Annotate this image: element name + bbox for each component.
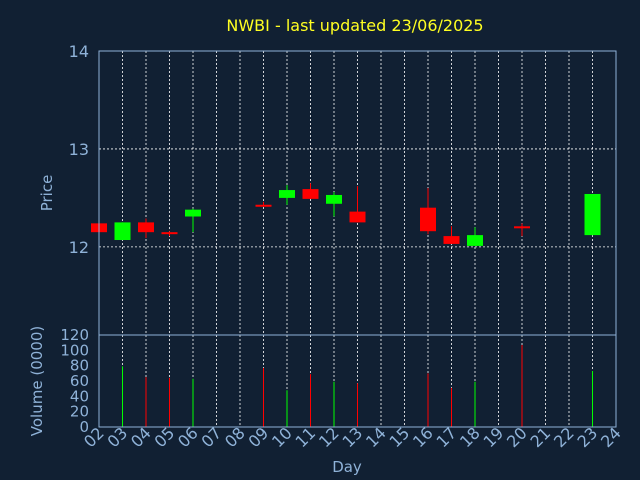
candle-body-06 (185, 209, 201, 217)
volume-tick-60: 60 (70, 372, 89, 390)
price-tick-labels: 12 13 14 (69, 42, 89, 257)
candle-body-05 (161, 232, 178, 235)
volume-tick-0: 0 (79, 418, 89, 436)
candle-body-10 (279, 190, 295, 198)
chart-title: NWBI - last updated 23/06/2025 (226, 16, 483, 35)
volume-axis-label: Volume (0000) (28, 326, 46, 436)
candle-body-12 (326, 194, 342, 204)
price-tick-12: 12 (69, 238, 89, 257)
volume-tick-80: 80 (70, 357, 89, 375)
volume-tick-20: 20 (70, 403, 89, 421)
candle-body-20 (514, 226, 530, 229)
candles (91, 183, 601, 246)
volume-tick-40: 40 (70, 387, 89, 405)
price-tick-13: 13 (69, 140, 89, 159)
price-tick-14: 14 (69, 42, 89, 61)
price-axis-label: Price (38, 175, 56, 212)
candle-body-17 (443, 236, 460, 244)
candle-body-04 (138, 222, 154, 233)
volume-tick-120: 120 (60, 326, 89, 344)
candle-body-18 (467, 235, 483, 246)
candle-body-16 (420, 207, 436, 232)
candle-body-13 (349, 211, 366, 223)
candle-body-11 (302, 189, 319, 199)
day-tick-24: 24 (597, 423, 625, 451)
day-axis-label: Day (332, 458, 362, 476)
candle-body-23 (584, 193, 601, 236)
volume-bars (122, 344, 593, 427)
volume-plot-frame (98, 334, 617, 428)
candle-body-09 (255, 204, 272, 207)
candle-body-03 (114, 222, 131, 241)
day-tick-labels: 0203040506070809101112131415161718192021… (80, 423, 625, 451)
volume-tick-100: 100 (60, 341, 89, 359)
